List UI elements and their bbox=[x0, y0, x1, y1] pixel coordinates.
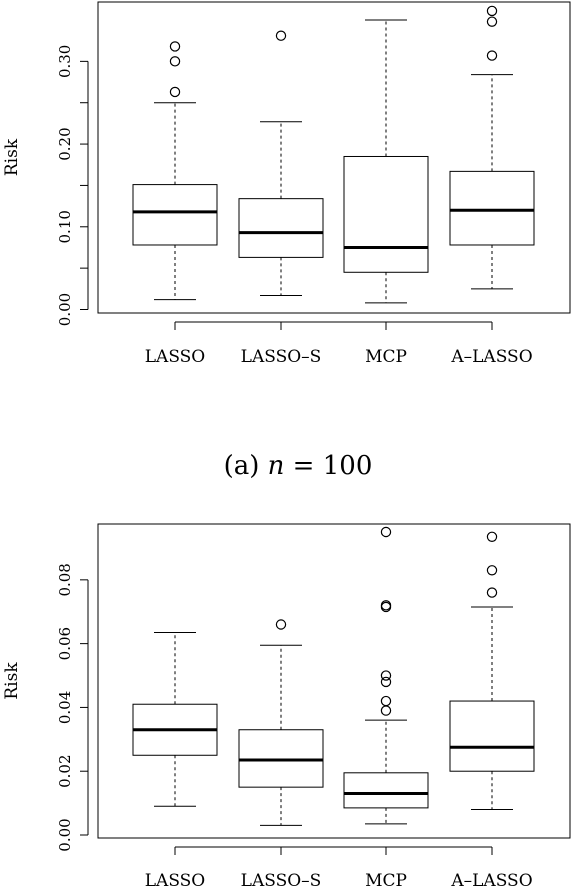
outlier-point bbox=[486, 50, 498, 61]
outlier-point bbox=[275, 30, 287, 41]
y-tick-label: 0.08 bbox=[56, 563, 74, 596]
outlier-point bbox=[169, 41, 181, 52]
outlier-point bbox=[380, 705, 392, 716]
y-tick-label: 0.20 bbox=[56, 127, 74, 160]
y-tick-label: 0.04 bbox=[56, 691, 74, 724]
chart-panel-1: 0.00 0.10 0.20 0.30 Risk LASSO LASSO–S MCP A–LAS… bbox=[2, 1, 571, 481]
iqr-box bbox=[132, 184, 218, 246]
iqr-box bbox=[343, 772, 429, 809]
iqr-box bbox=[449, 170, 535, 246]
outlier-point bbox=[486, 587, 498, 598]
outlier-point bbox=[486, 565, 498, 576]
y-tick-label: 0.02 bbox=[56, 755, 74, 788]
box-mcp bbox=[343, 526, 429, 825]
y-tick-label: 0.30 bbox=[56, 45, 74, 78]
outlier-point bbox=[380, 670, 392, 681]
x-tick-label: LASSO–S bbox=[241, 871, 322, 886]
panel-caption: (a) n = 100 bbox=[224, 451, 373, 481]
chart-panel-2: 0.00 0.02 0.04 0.06 0.08 Risk LASSO LASSO–S MCP A… bbox=[2, 523, 571, 886]
outlier-point bbox=[486, 5, 498, 17]
y-tick-label: 0.00 bbox=[56, 293, 74, 326]
outlier-point bbox=[380, 676, 392, 688]
outlier-point bbox=[380, 526, 392, 538]
y-tick-label: 0.10 bbox=[56, 210, 74, 243]
box-lasso–s bbox=[238, 30, 324, 296]
x-tick-label: LASSO bbox=[145, 347, 206, 367]
iqr-box bbox=[343, 155, 429, 273]
box-mcp bbox=[343, 19, 429, 304]
box-lasso–s bbox=[238, 619, 324, 826]
iqr-box bbox=[449, 700, 535, 772]
box-lasso bbox=[132, 41, 218, 301]
x-tick-label: A–LASSO bbox=[450, 347, 532, 367]
y-tick-label: 0.00 bbox=[56, 818, 74, 851]
x-tick-label: LASSO–S bbox=[241, 347, 322, 367]
x-tick-label: MCP bbox=[365, 347, 407, 367]
plot-frame bbox=[97, 523, 571, 839]
iqr-box bbox=[238, 729, 324, 788]
outlier-point bbox=[169, 56, 181, 67]
y-axis-title: Risk bbox=[2, 662, 22, 700]
y-axis-title: Risk bbox=[2, 138, 22, 176]
outlier-point bbox=[169, 86, 181, 98]
x-tick-label: LASSO bbox=[145, 871, 206, 886]
plot-frame bbox=[97, 1, 571, 314]
x-tick-label: A–LASSO bbox=[450, 871, 532, 886]
outlier-point bbox=[486, 531, 498, 542]
box-lasso bbox=[132, 631, 218, 807]
x-tick-label: MCP bbox=[365, 871, 407, 886]
iqr-box bbox=[238, 198, 324, 258]
outlier-point bbox=[275, 619, 287, 630]
box-a–lasso bbox=[449, 531, 535, 810]
y-tick-label: 0.06 bbox=[56, 627, 74, 660]
outlier-point bbox=[486, 16, 498, 27]
outlier-point bbox=[380, 695, 392, 707]
outlier-point bbox=[380, 600, 392, 611]
box-a–lasso bbox=[449, 5, 535, 290]
